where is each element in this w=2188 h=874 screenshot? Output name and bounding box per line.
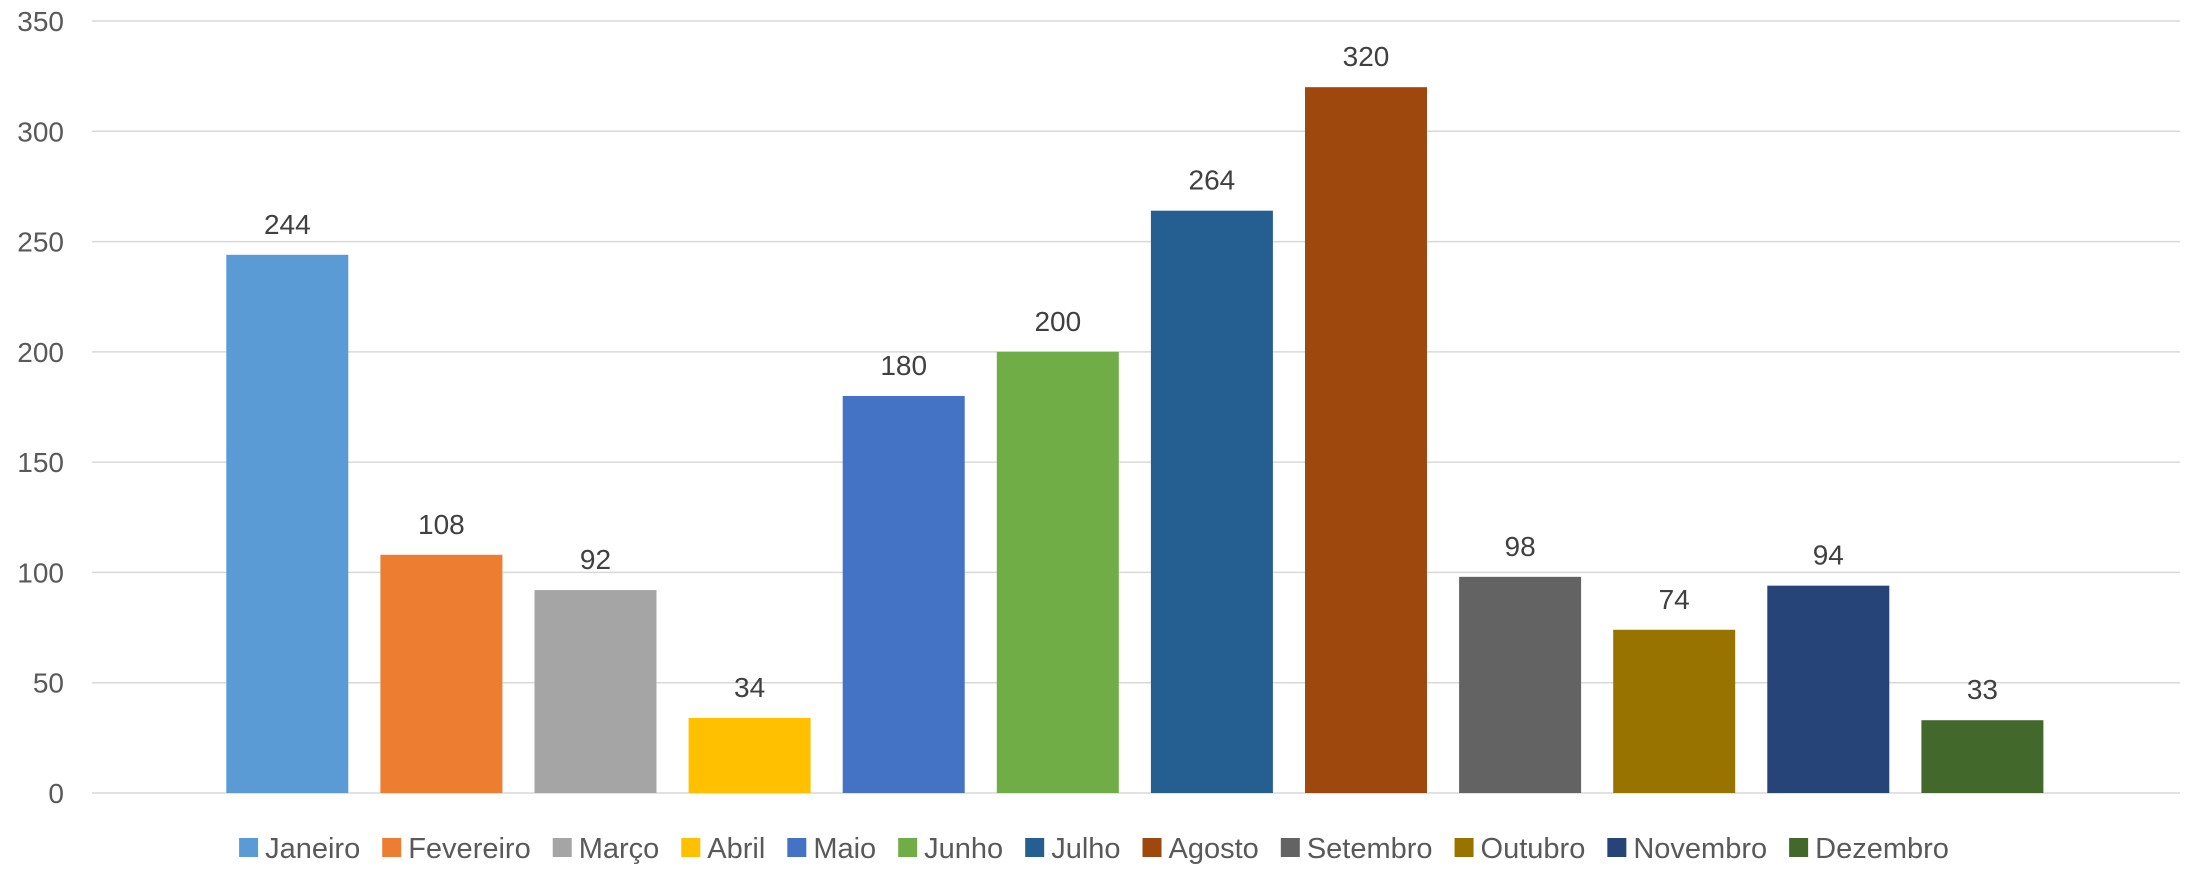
legend-item-dezembro: Dezembro — [1789, 833, 1949, 865]
bar-novembro — [1767, 585, 1890, 793]
data-labels: 244 108 92 34 180 200 264 320 98 74 94 33 — [264, 41, 1998, 705]
data-label: 98 — [1505, 531, 1536, 562]
bar-janeiro — [226, 254, 349, 793]
y-tick-label: 350 — [17, 6, 64, 37]
data-label: 33 — [1967, 674, 1998, 705]
legend-label: Outubro — [1481, 833, 1586, 865]
y-tick-label: 0 — [48, 778, 64, 809]
legend-swatch — [1142, 838, 1162, 857]
bars — [226, 87, 2044, 794]
legend-item-fevereiro: Fevereiro — [382, 833, 531, 865]
legend-item-agosto: Agosto — [1142, 833, 1259, 865]
data-label: 108 — [418, 509, 465, 540]
bar-março — [534, 590, 657, 793]
legend-swatch — [1454, 838, 1474, 857]
legend-swatch — [1607, 838, 1627, 857]
legend-swatch — [898, 838, 918, 857]
legend-swatch — [382, 838, 402, 857]
y-tick-label: 100 — [17, 557, 64, 588]
data-label: 244 — [264, 209, 311, 240]
data-label: 34 — [734, 672, 765, 703]
y-tick-label: 50 — [33, 668, 64, 699]
data-label: 92 — [580, 544, 611, 575]
legend: Janeiro Fevereiro Março Abril Maio Junho Julho… — [239, 833, 1949, 865]
legend-item-março: Março — [552, 833, 660, 865]
legend-swatch — [681, 838, 701, 857]
legend-swatch — [1280, 838, 1300, 857]
y-tick-label: 250 — [17, 227, 64, 258]
data-label: 94 — [1813, 540, 1844, 571]
y-axis-ticks: 0 50 100 150 200 250 300 350 — [17, 6, 64, 809]
bar-julho — [1150, 210, 1273, 794]
data-label: 320 — [1343, 41, 1390, 72]
legend-swatch — [239, 838, 259, 857]
legend-swatch — [1789, 838, 1809, 857]
legend-item-setembro: Setembro — [1280, 833, 1433, 865]
legend-label: Junho — [924, 833, 1003, 865]
legend-item-junho: Junho — [898, 833, 1003, 865]
bar-abril — [688, 718, 811, 793]
bar-outubro — [1613, 629, 1736, 793]
legend-label: Setembro — [1307, 833, 1433, 865]
legend-label: Dezembro — [1815, 833, 1949, 865]
y-tick-label: 300 — [17, 116, 64, 147]
legend-label: Maio — [813, 833, 876, 865]
legend-label: Janeiro — [265, 833, 360, 865]
data-label: 264 — [1189, 165, 1236, 196]
bar-maio — [842, 395, 965, 793]
bar-junho — [996, 351, 1119, 793]
legend-item-janeiro: Janeiro — [239, 833, 360, 865]
legend-label: Fevereiro — [408, 833, 531, 865]
y-tick-label: 200 — [17, 337, 64, 368]
legend-label: Novembro — [1633, 833, 1767, 865]
data-label: 200 — [1034, 306, 1081, 337]
y-tick-label: 150 — [17, 447, 64, 478]
legend-label: Março — [579, 833, 660, 865]
legend-swatch — [1025, 838, 1045, 857]
legend-label: Agosto — [1169, 833, 1259, 865]
legend-label: Julho — [1051, 833, 1120, 865]
bar-agosto — [1305, 87, 1427, 793]
data-label: 180 — [880, 350, 927, 381]
legend-label: Abril — [707, 833, 765, 865]
legend-item-outubro: Outubro — [1454, 833, 1586, 865]
legend-swatch — [552, 838, 572, 857]
legend-item-novembro: Novembro — [1607, 833, 1767, 865]
bar-dezembro — [1921, 720, 2044, 793]
bar-fevereiro — [380, 554, 503, 793]
legend-item-maio: Maio — [787, 833, 876, 865]
legend-item-abril: Abril — [681, 833, 765, 865]
data-label: 74 — [1659, 584, 1690, 615]
legend-swatch — [787, 838, 807, 857]
legend-item-julho: Julho — [1025, 833, 1121, 865]
bar-setembro — [1459, 576, 1582, 793]
